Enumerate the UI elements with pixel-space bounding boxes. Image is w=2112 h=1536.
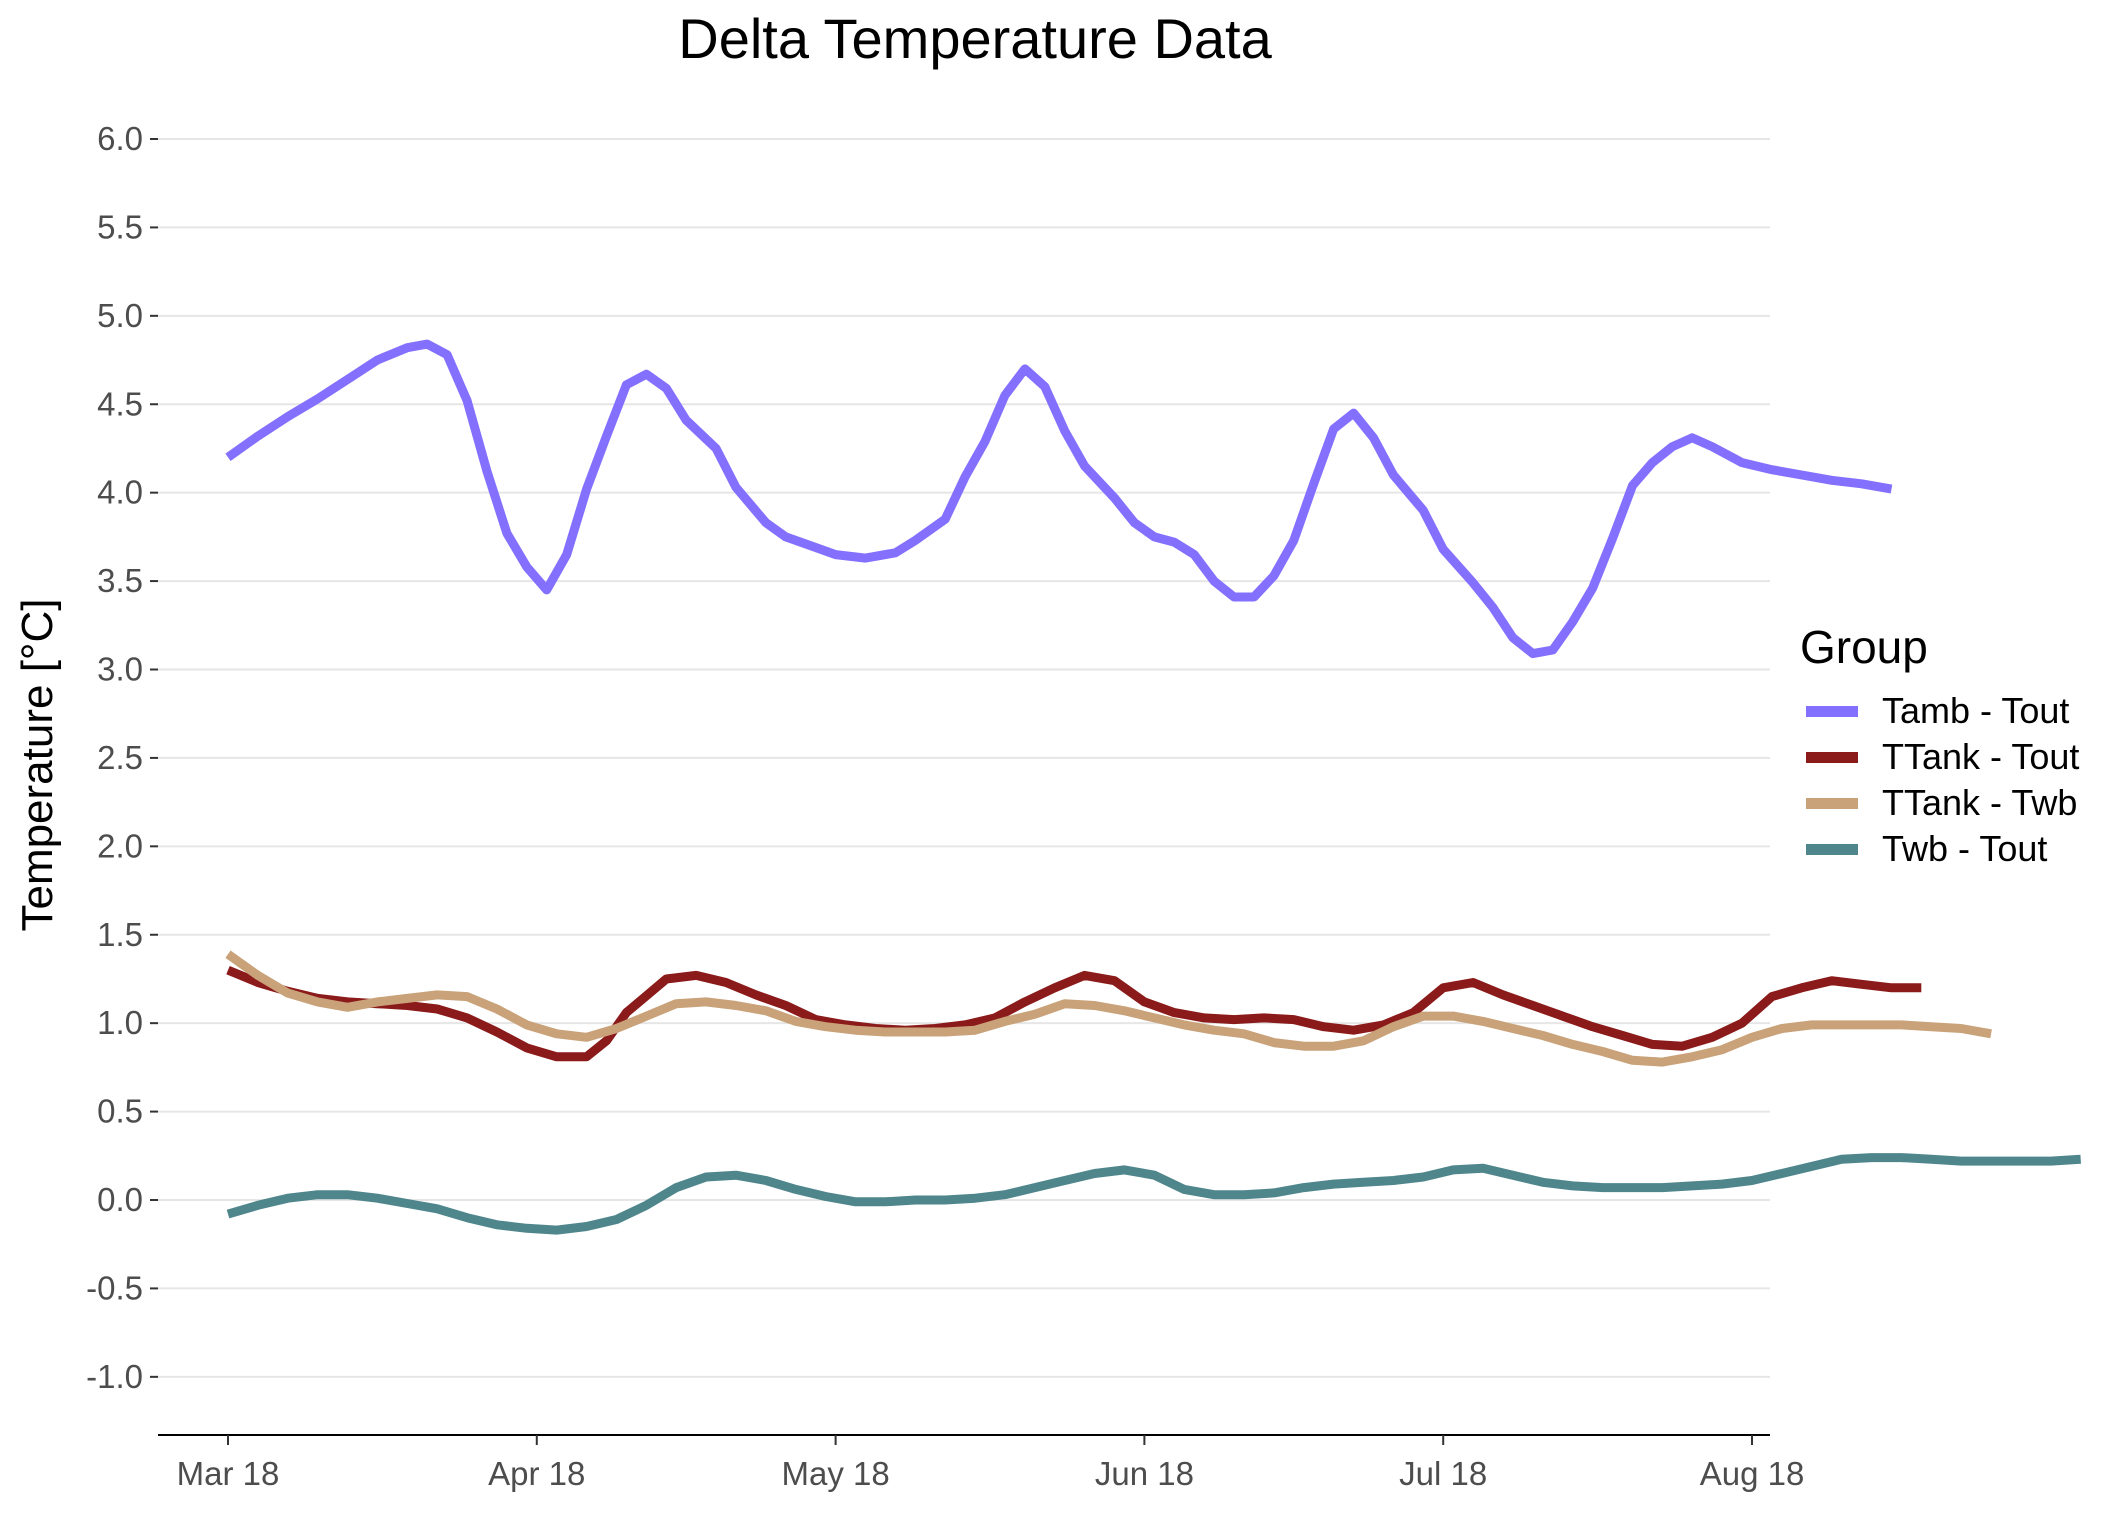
y-tick-label: 6.0 — [97, 120, 143, 157]
y-tick-label: 1.5 — [97, 916, 143, 953]
y-tick-label: 3.0 — [97, 651, 143, 688]
y-tick-label: 0.5 — [97, 1093, 143, 1130]
y-tick-label: -0.5 — [86, 1269, 143, 1306]
legend-label: TTank - Tout — [1882, 736, 2080, 777]
legend-item-twb-tout: Twb - Tout — [1800, 826, 2079, 872]
legend: Group Tamb - Tout TTank - Tout TTank - Twb… — [1800, 620, 2079, 872]
legend-item-ttank-twb: TTank - Twb — [1800, 780, 2079, 826]
axes: 6.0 5.5 5.0 4.5 4.0 3.5 3.0 2.5 2.0 1.5 1.0 0.5 0.0 -… — [86, 120, 1804, 1492]
chart-title: Delta Temperature Data — [678, 7, 1272, 70]
y-tick-label: -1.0 — [86, 1358, 143, 1395]
y-tick-label: 4.5 — [97, 385, 143, 422]
x-tick-label: Aug 18 — [1700, 1455, 1805, 1492]
series-line-tamb-tout — [225, 339, 1893, 659]
legend-label: Tamb - Tout — [1882, 690, 2070, 731]
legend-swatch — [1806, 797, 1858, 809]
series-line-ttank-tout — [226, 965, 1922, 1062]
legend-swatch — [1806, 705, 1858, 717]
legend-item-tamb-tout: Tamb - Tout — [1800, 688, 2079, 734]
legend-item-ttank-tout: TTank - Tout — [1800, 734, 2079, 780]
series-line-ttank-twb — [225, 950, 1992, 1067]
y-axis-label: Temperature [°C] — [13, 598, 62, 931]
y-tick-label: 2.5 — [97, 739, 143, 776]
x-tick-label: Mar 18 — [177, 1455, 280, 1492]
legend-swatch — [1806, 843, 1858, 855]
x-tick-label: Apr 18 — [488, 1455, 585, 1492]
y-tick-label: 3.5 — [97, 562, 143, 599]
y-tick-label: 0.0 — [97, 1181, 143, 1218]
x-tick-label: Jun 18 — [1095, 1455, 1194, 1492]
legend-label: TTank - Twb — [1882, 782, 2078, 823]
legend-swatch — [1806, 751, 1858, 763]
y-tick-label: 1.0 — [97, 1004, 143, 1041]
y-tick-label: 5.0 — [97, 297, 143, 334]
gridlines — [158, 138, 1770, 1378]
series-lines — [225, 339, 2081, 1235]
y-tick-label: 5.5 — [97, 208, 143, 245]
series-line-twb-tout — [226, 1153, 2081, 1235]
legend-items: Tamb - Tout TTank - Tout TTank - Twb Twb - … — [1800, 688, 2079, 872]
legend-title: Group — [1800, 621, 1928, 673]
legend-label: Twb - Tout — [1882, 828, 2048, 869]
y-tick-label: 2.0 — [97, 827, 143, 864]
y-tick-label: 4.0 — [97, 474, 143, 511]
x-tick-label: Jul 18 — [1399, 1455, 1487, 1492]
x-tick-label: May 18 — [781, 1455, 889, 1492]
